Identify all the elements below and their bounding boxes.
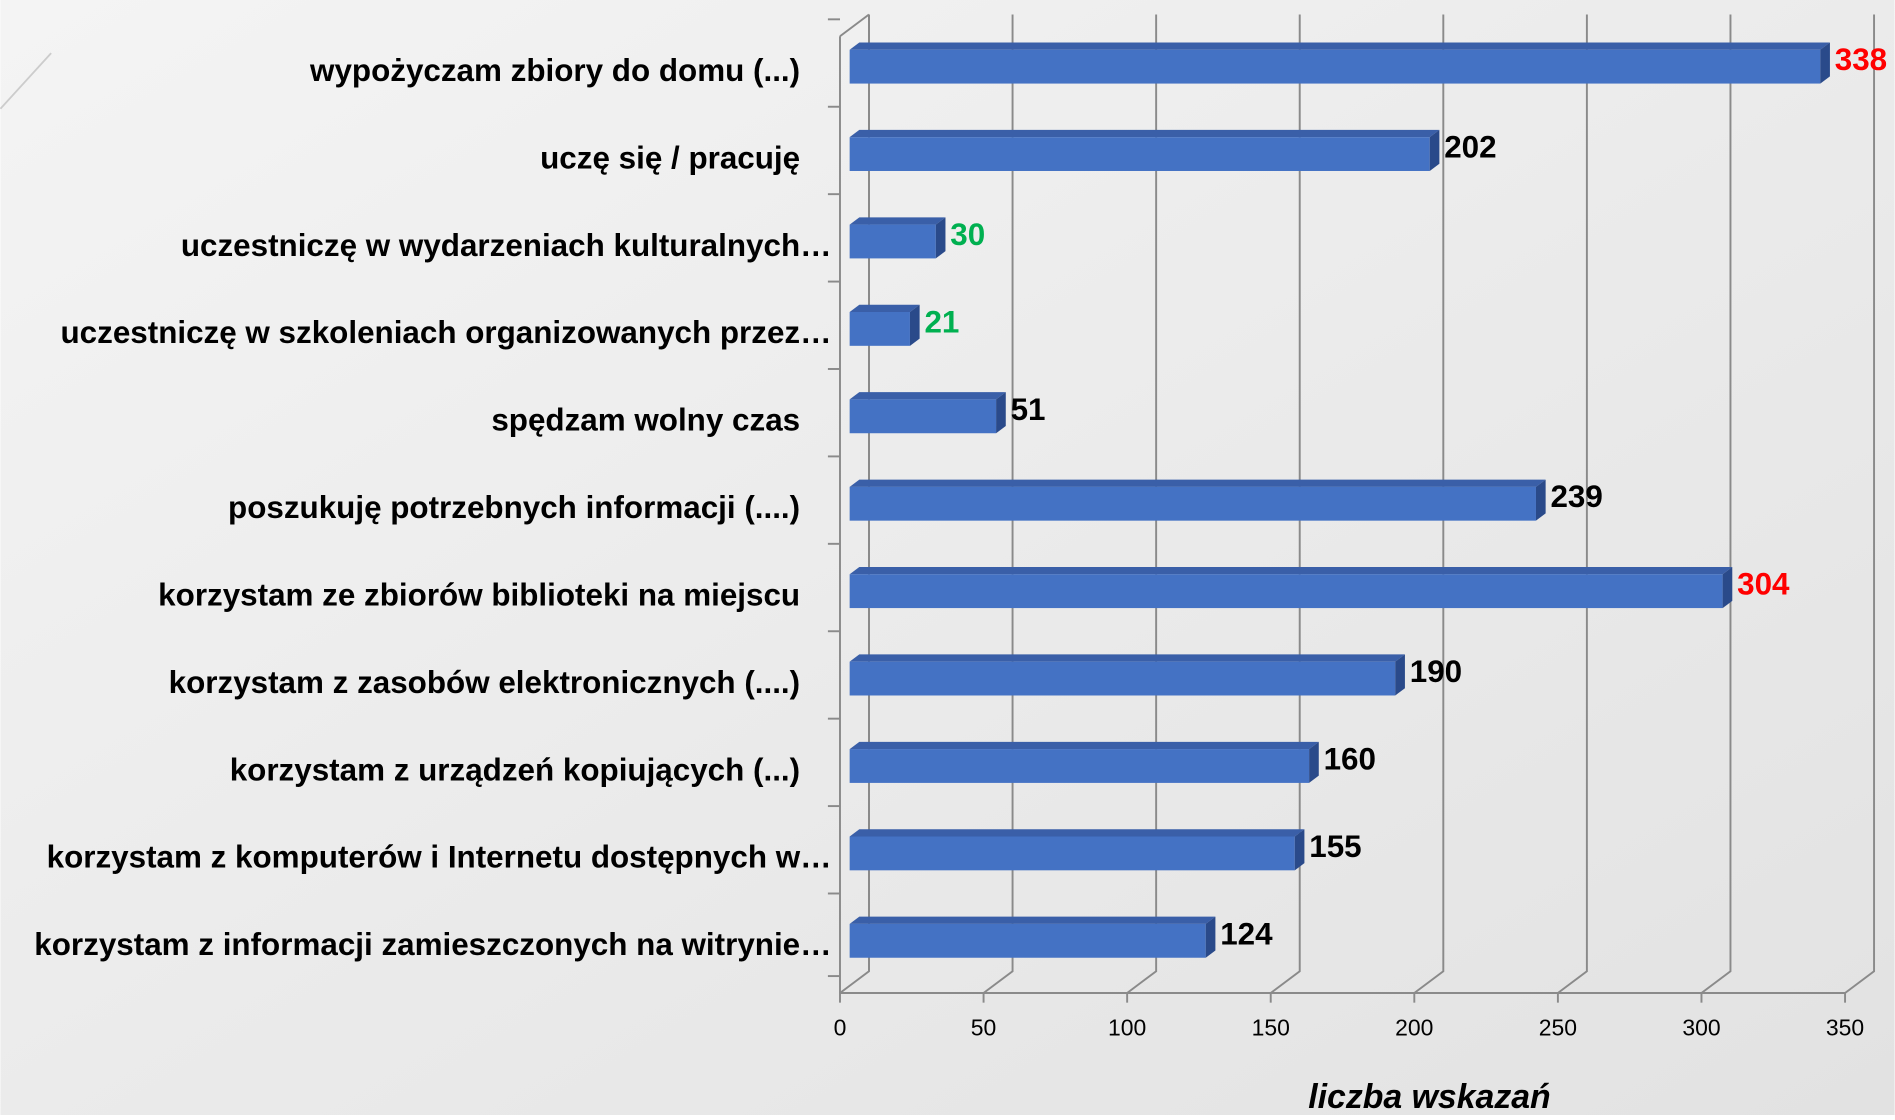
bar-front (849, 137, 1430, 171)
grid-line (1557, 14, 1588, 994)
bar-top (849, 42, 1830, 50)
bar-top (849, 916, 1216, 924)
category-label: poszukuję potrzebnych informacji (....) (228, 490, 800, 525)
category-label: wypożyczam zbiory do domu (...) (309, 53, 800, 88)
bar-side (1535, 479, 1546, 521)
bar-side (1820, 42, 1830, 84)
bar-front (849, 224, 936, 259)
bar (849, 654, 1405, 696)
value-label: 239 (1550, 479, 1602, 514)
bar (849, 741, 1319, 783)
category-label: spędzam wolny czas (491, 403, 800, 438)
value-label: 124 (1220, 916, 1273, 951)
grid-line (1700, 14, 1732, 994)
bar (849, 916, 1216, 958)
bar (849, 566, 1733, 609)
bar-top (849, 304, 920, 312)
grid-line (1270, 14, 1301, 994)
bar-side (1722, 566, 1733, 609)
decoration (0, 52, 52, 110)
category-label: uczę się / pracuję (540, 140, 800, 175)
bar-front (849, 574, 1723, 609)
value-label: 155 (1309, 829, 1361, 864)
category-label: uczestniczę w szkoleniach organizowanych… (60, 315, 831, 350)
value-label: 202 (1444, 130, 1496, 165)
bar-top (849, 392, 1006, 400)
category-label: korzystam z informacji zamieszczonych na… (34, 927, 831, 962)
x-tick-label: 300 (1682, 1014, 1720, 1040)
bar (849, 42, 1830, 84)
x-tick-label: 350 (1826, 1014, 1864, 1040)
bar-front (849, 749, 1310, 783)
bar-front (849, 836, 1295, 871)
bar-side (1309, 741, 1319, 783)
bar-top (849, 479, 1546, 487)
bar-top (849, 217, 946, 225)
bar-side (909, 304, 920, 346)
grid-line (1844, 14, 1876, 994)
bar-top (849, 741, 1319, 750)
x-tick-label: 250 (1539, 1014, 1577, 1040)
category-label: korzystam ze zbiorów biblioteki na miejs… (158, 577, 800, 612)
x-tick-label: 200 (1395, 1014, 1433, 1040)
bar-side (1395, 654, 1405, 696)
bar-front (849, 311, 910, 346)
axis-line (839, 13, 870, 38)
category-label: uczestniczę w wydarzeniach kulturalnych… (181, 228, 832, 263)
bar-front (849, 486, 1536, 521)
bar-front (849, 923, 1206, 958)
category-label: korzystam z zasobów elektronicznych (...… (169, 665, 800, 700)
value-label: 51 (1011, 392, 1046, 427)
bar-side (1205, 916, 1216, 958)
bar (849, 129, 1440, 171)
bar-top (849, 829, 1305, 837)
bar (849, 392, 1006, 434)
bar-front (849, 49, 1821, 84)
bar-side (935, 217, 946, 259)
bar-top (849, 566, 1733, 575)
grid-line (1126, 14, 1158, 994)
value-label: 190 (1410, 654, 1462, 689)
value-label: 160 (1324, 741, 1376, 776)
value-label: 21 (924, 304, 959, 339)
bar-side (1429, 129, 1440, 171)
bar (849, 217, 946, 259)
bar-front (849, 661, 1396, 696)
grid-line (1413, 14, 1445, 994)
value-label: 338 (1835, 42, 1887, 77)
bar-top (849, 129, 1440, 138)
value-label: 30 (950, 217, 985, 252)
bar-front (849, 399, 997, 434)
bar (849, 304, 920, 346)
bar-side (996, 392, 1006, 434)
grid-line (982, 14, 1014, 994)
bar (849, 479, 1546, 521)
category-label: korzystam z urządzeń kopiujących (...) (230, 752, 800, 787)
x-tick-label: 100 (1108, 1014, 1146, 1040)
plot: 0 50 100 150 200 250 300 350 wypożyczam zbiory d… (34, 13, 1887, 1040)
value-label: 304 (1737, 567, 1790, 602)
x-tick-label: 0 (834, 1014, 847, 1040)
x-tick-label: 150 (1252, 1014, 1290, 1040)
category-label: korzystam z komputerów i Internetu dostę… (47, 840, 832, 875)
x-axis-title: liczba wskazań (1308, 1078, 1550, 1115)
bar-top (849, 654, 1405, 662)
bar-side (1294, 829, 1305, 871)
x-tick-label: 50 (971, 1014, 997, 1040)
bar (849, 829, 1305, 871)
